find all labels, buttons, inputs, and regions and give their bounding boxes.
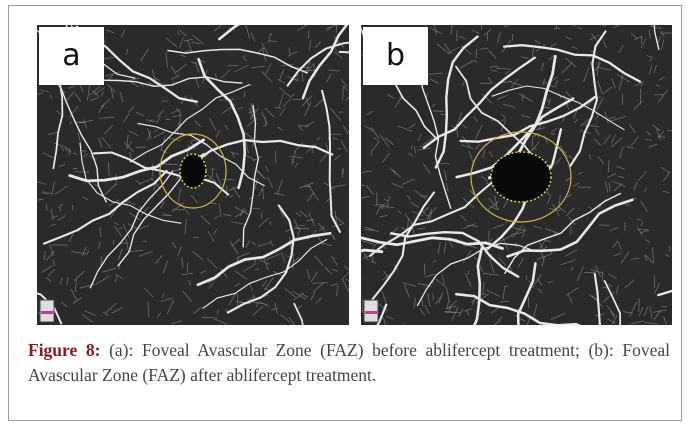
panel-label: b bbox=[363, 27, 428, 85]
figure-caption: Figure 8: (a): Foveal Avascular Zone (FA… bbox=[28, 338, 670, 387]
panel-label: a bbox=[39, 27, 104, 85]
capillary bbox=[297, 67, 311, 68]
scale-marker-band bbox=[41, 311, 53, 314]
capillary bbox=[662, 306, 667, 307]
caption-label: Figure 8: bbox=[28, 340, 100, 360]
caption-text: (a): Foveal Avascular Zone (FAZ) before … bbox=[28, 340, 670, 385]
capillary bbox=[641, 36, 642, 44]
page: a b Figure 8: (a): Foveal Avascular Zone… bbox=[0, 0, 691, 428]
scale-marker-band bbox=[365, 311, 377, 314]
